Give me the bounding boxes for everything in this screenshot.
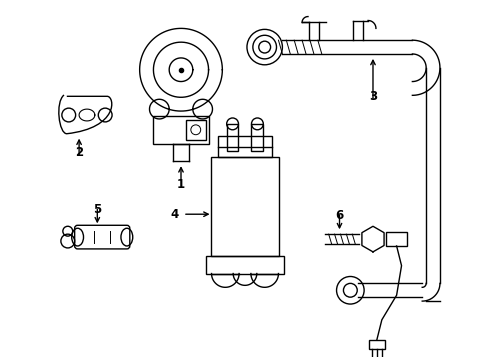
- Bar: [368, 339, 384, 349]
- Bar: [205, 256, 284, 274]
- Text: 4: 4: [170, 208, 179, 221]
- Text: 1: 1: [177, 178, 184, 191]
- Text: 2: 2: [75, 146, 83, 159]
- Text: 5: 5: [93, 203, 101, 216]
- Bar: [251, 124, 263, 152]
- Bar: [226, 124, 238, 152]
- Bar: [218, 136, 271, 157]
- Text: 6: 6: [335, 208, 343, 221]
- Bar: [185, 120, 205, 140]
- Bar: [153, 116, 208, 144]
- Bar: [385, 232, 407, 246]
- Text: 3: 3: [368, 90, 376, 103]
- Bar: [210, 157, 279, 256]
